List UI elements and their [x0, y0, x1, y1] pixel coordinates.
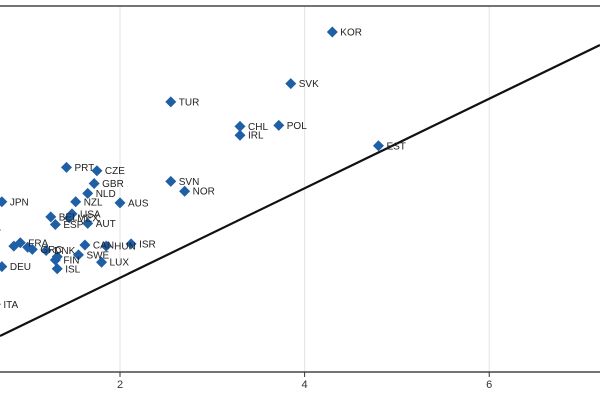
- point-label-mex: MEX: [77, 213, 99, 224]
- data-point-lux: [96, 256, 108, 268]
- data-point: [51, 251, 63, 263]
- x-tick-label: 4: [302, 379, 308, 391]
- data-point: [8, 240, 20, 252]
- plot-area: [0, 6, 600, 378]
- data-point-est: [372, 140, 384, 152]
- data-point-nor: [179, 185, 191, 197]
- data-point-deu: [0, 261, 8, 273]
- data-point-nzl: [70, 196, 82, 208]
- data-point-kor: [326, 26, 338, 38]
- point-label-fin: FIN: [63, 256, 79, 267]
- data-point-cze: [91, 165, 103, 177]
- point-label-ita: ITA: [3, 300, 18, 311]
- point-label-irl: IRL: [248, 131, 264, 142]
- point-label-usa: USA: [80, 209, 101, 220]
- data-point-can: [79, 239, 91, 251]
- point-label-swe: SWE: [86, 250, 109, 261]
- point-label-isl: ISL: [65, 264, 80, 275]
- point-label-dnk: DNK: [54, 246, 75, 257]
- data-point: [22, 241, 34, 253]
- point-label-pol: POL: [287, 121, 307, 132]
- point-label-nzl: NZL: [84, 197, 103, 208]
- point-label-cze: CZE: [105, 166, 125, 177]
- data-point-fra: [14, 237, 26, 249]
- data-point: [0, 229, 1, 231]
- data-point-svk: [285, 78, 297, 90]
- data-points: [0, 26, 384, 306]
- point-label-grc: GRC: [40, 245, 62, 256]
- point-label-gbr: GBR: [102, 179, 124, 190]
- x-axis-ticks: 2 4 6: [117, 372, 492, 391]
- data-point-prt: [60, 161, 72, 173]
- point-label-fra: FRA: [28, 238, 48, 249]
- data-point-aut: [82, 217, 94, 229]
- data-point-dnk: [40, 244, 52, 256]
- point-label-aus: AUS: [128, 198, 149, 209]
- point-label-svk: SVK: [299, 79, 319, 90]
- point-label-tur: TUR: [179, 97, 200, 108]
- plot-frame: [0, 5, 600, 373]
- point-label-hun: HUN: [114, 242, 136, 253]
- point-label-bel: BEL: [59, 212, 78, 223]
- data-point-hun: [100, 240, 112, 252]
- point-label-nld: NLD: [96, 189, 116, 200]
- point-label-prt: PRT: [74, 163, 94, 174]
- data-point-pol: [273, 119, 285, 131]
- point-label-est: EST: [386, 141, 405, 152]
- point-label-isr: ISR: [139, 239, 156, 250]
- data-point-ita: [0, 303, 1, 306]
- data-point-grc: [26, 243, 38, 255]
- data-point-svn: [165, 175, 177, 187]
- point-label-aut: AUT: [96, 219, 116, 230]
- data-point-mex: [63, 212, 75, 224]
- data-point-bel: [45, 211, 57, 223]
- reference-line-group: [0, 44, 600, 337]
- data-point-nld: [82, 187, 94, 199]
- data-point-chl: [234, 120, 246, 132]
- point-label-lux: LUX: [110, 258, 130, 269]
- point-label-svn: SVN: [179, 177, 200, 188]
- data-point-gbr: [88, 178, 100, 190]
- data-point-jpn: [0, 196, 8, 208]
- data-point-isl: [51, 263, 63, 275]
- reference-line: [0, 44, 600, 337]
- point-label-jpn: JPN: [10, 197, 29, 208]
- point-label-esp: ESP: [63, 220, 83, 231]
- x-tick-label: 6: [486, 379, 492, 391]
- point-label-kor: KOR: [340, 27, 362, 38]
- x-tick-label: 2: [117, 379, 123, 391]
- point-label-nor: NOR: [193, 187, 215, 198]
- point-label-can: CAN: [93, 240, 114, 251]
- point-label-chl: CHL: [248, 122, 268, 133]
- point-label-deu: DEU: [10, 262, 31, 273]
- data-point-aus: [114, 197, 126, 209]
- data-point-esp: [49, 219, 61, 231]
- data-point-swe: [72, 249, 84, 261]
- data-point-tur: [165, 96, 177, 108]
- data-point-irl: [234, 129, 246, 141]
- data-point-isr: [125, 238, 137, 250]
